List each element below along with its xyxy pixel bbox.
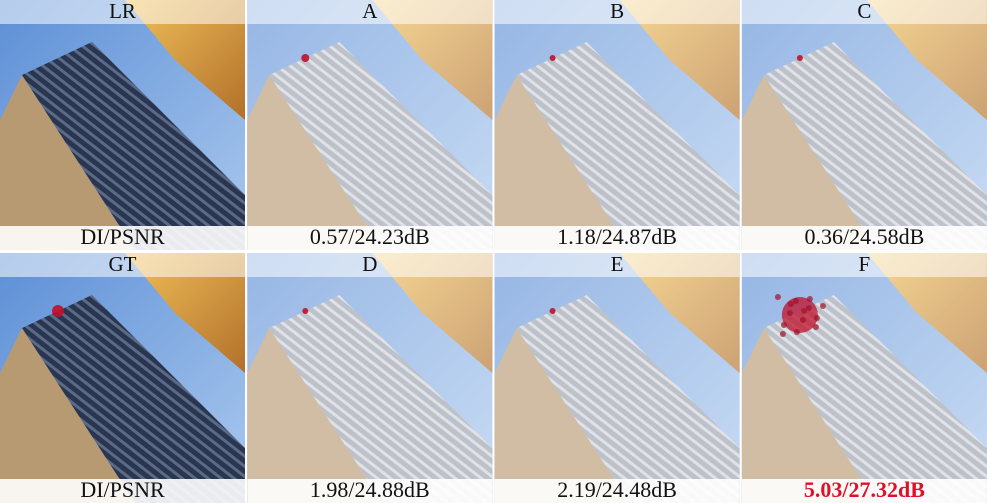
panel: C 0.36/24.58dB	[742, 0, 987, 250]
panel-image	[742, 0, 987, 250]
panel: GT DI/PSNR	[0, 252, 245, 503]
panel-title: C	[857, 0, 871, 23]
error-spot	[800, 317, 806, 323]
panel-caption: 0.36/24.58dB	[805, 224, 925, 249]
error-spot	[782, 297, 818, 333]
panel-image	[742, 253, 987, 503]
panel-image	[0, 0, 245, 250]
error-spot	[793, 298, 799, 304]
panel-title: E	[611, 252, 624, 276]
error-spot	[820, 303, 826, 309]
error-spot	[781, 322, 787, 328]
panel: F 5.03/27.32dB	[742, 252, 987, 503]
error-spot	[806, 305, 812, 311]
panel-title: D	[362, 252, 377, 276]
error-spot	[302, 308, 308, 314]
panel-caption: 1.98/24.88dB	[310, 477, 430, 502]
panel: A 0.57/24.23dB	[247, 0, 492, 250]
error-spot	[801, 308, 807, 314]
panel-caption: 5.03/27.32dB	[804, 477, 925, 502]
panel-caption: 1.18/24.87dB	[557, 224, 677, 249]
error-spot	[52, 305, 64, 317]
figure: LR DI/PSNR A 0.57/24.23dB B 1.18/24.87dB C 0.36…	[0, 0, 987, 503]
panel-image	[0, 253, 245, 503]
error-spot	[780, 331, 786, 337]
error-spot	[813, 324, 819, 330]
panel-title: A	[362, 0, 378, 23]
error-spot	[814, 315, 820, 321]
page: LR DI/PSNR A 0.57/24.23dB B 1.18/24.87dB C 0.36…	[0, 0, 987, 503]
panel-title: LR	[109, 0, 136, 23]
error-spot	[807, 296, 813, 302]
panel-title: F	[859, 252, 871, 276]
panel-caption: DI/PSNR	[80, 477, 165, 502]
panel-caption: 0.57/24.23dB	[310, 224, 430, 249]
error-spot	[787, 310, 793, 316]
panel-title: B	[610, 0, 624, 23]
panel: D 1.98/24.88dB	[247, 252, 492, 503]
panel-caption: DI/PSNR	[80, 224, 165, 249]
panel-title: GT	[109, 252, 137, 276]
panel: E 2.19/24.48dB	[495, 252, 740, 503]
panel: LR DI/PSNR	[0, 0, 245, 250]
panel-caption: 2.19/24.48dB	[557, 477, 677, 502]
error-spot	[775, 294, 781, 300]
panel-image	[247, 253, 492, 503]
error-spot	[788, 301, 794, 307]
panel-image	[495, 253, 740, 503]
panel-image	[247, 0, 492, 250]
error-spot	[794, 329, 800, 335]
error-spot	[301, 54, 309, 62]
error-spot	[550, 308, 556, 314]
panel: B 1.18/24.87dB	[495, 0, 740, 250]
error-spot	[797, 55, 803, 61]
error-spot	[550, 55, 556, 61]
panel-image	[495, 0, 740, 250]
